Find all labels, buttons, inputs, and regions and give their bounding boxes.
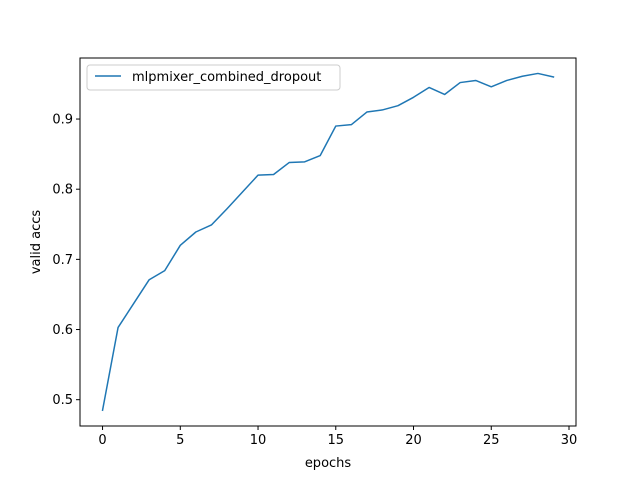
series-layer: [101, 72, 555, 412]
y-tick-label: 0.7: [52, 253, 73, 268]
series-line-0: [101, 72, 555, 412]
y-axis-label: valid accs: [29, 210, 44, 275]
x-tick-label: 30: [561, 433, 578, 448]
x-tick-label: 10: [250, 433, 267, 448]
x-tick-label: 20: [405, 433, 422, 448]
x-tick-label: 25: [483, 433, 500, 448]
x-tick-label: 5: [176, 433, 184, 448]
y-tick-label: 0.6: [52, 323, 73, 338]
x-tick-label: 15: [328, 433, 345, 448]
legend-box: [86, 64, 341, 91]
x-axis-ticks: 0 5 10 15 20 25 30: [98, 426, 577, 448]
legend: mlpmixer_combined_dropout: [86, 64, 341, 91]
y-tick-label: 0.5: [52, 393, 73, 408]
y-axis-ticks: 0.5 0.6 0.7 0.8 0.9: [52, 113, 80, 408]
legend-label: mlpmixer_combined_dropout: [132, 70, 321, 85]
y-tick-label: 0.9: [52, 113, 73, 128]
x-tick-label: 0: [98, 433, 106, 448]
y-tick-label: 0.8: [52, 183, 73, 198]
plot-frame: [79, 57, 577, 427]
x-axis-label: epochs: [305, 456, 352, 471]
plot-area: [80, 58, 576, 426]
